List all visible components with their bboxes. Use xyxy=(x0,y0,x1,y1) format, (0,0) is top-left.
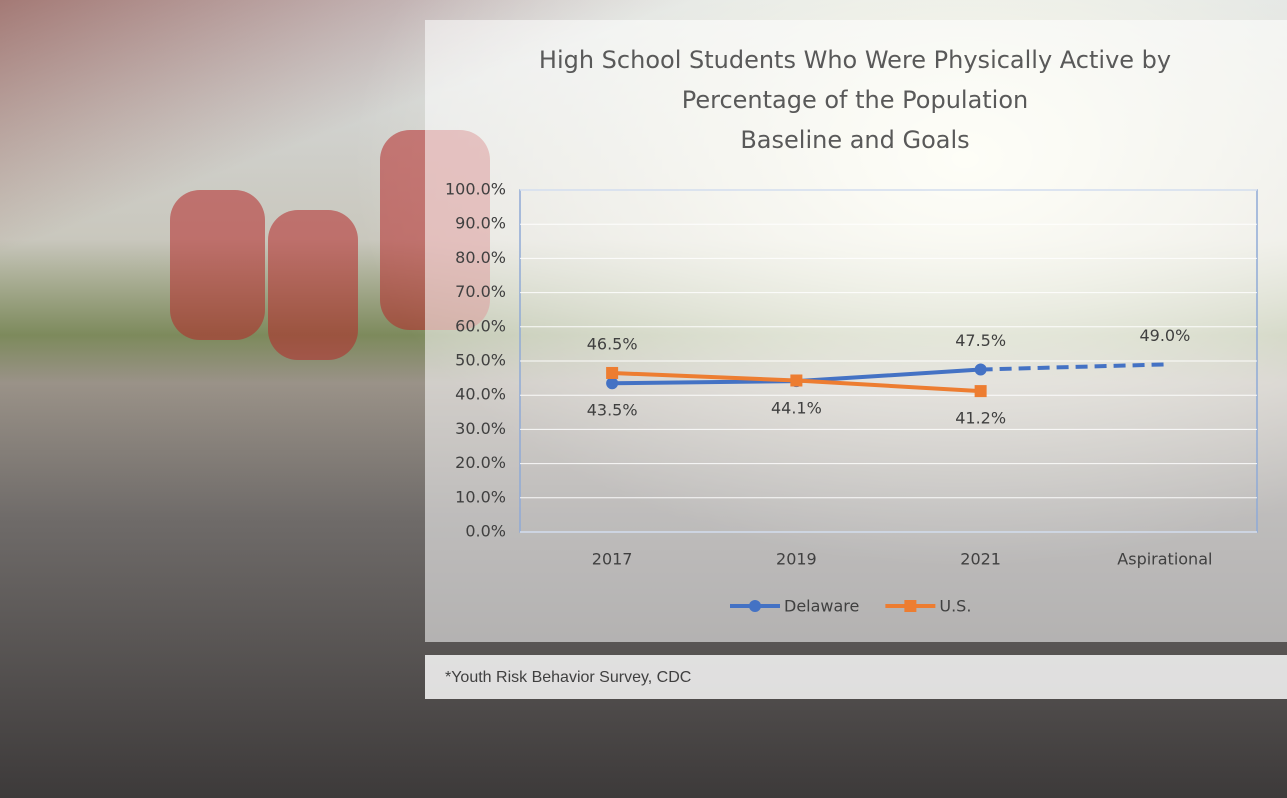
point xyxy=(790,374,802,386)
y-tick-label: 100.0% xyxy=(445,180,506,199)
y-tick-label: 10.0% xyxy=(455,487,506,506)
y-tick-label: 50.0% xyxy=(455,351,506,370)
data-label: 49.0% xyxy=(1139,326,1190,345)
x-tick-label: Aspirational xyxy=(1117,550,1212,569)
y-tick-label: 40.0% xyxy=(455,385,506,404)
y-tick-label: 60.0% xyxy=(455,316,506,335)
x-tick-label: 2021 xyxy=(960,550,1001,569)
chart-title: High School Students Who Were Physically… xyxy=(525,40,1185,120)
data-label: 47.5% xyxy=(955,331,1006,350)
y-tick-label: 20.0% xyxy=(455,453,506,472)
chart-subtitle: Baseline and Goals xyxy=(525,120,1185,160)
legend-marker xyxy=(749,600,761,612)
page: *Youth Risk Behavior Survey, CDC 0.0% 10.… xyxy=(0,0,1287,798)
point xyxy=(606,367,618,379)
data-label: 46.5% xyxy=(587,334,638,353)
y-tick-label: 80.0% xyxy=(455,248,506,267)
y-tick-label: 90.0% xyxy=(455,214,506,233)
legend-marker xyxy=(904,600,916,612)
data-label: 44.1% xyxy=(771,399,822,418)
point xyxy=(975,364,987,376)
point xyxy=(975,385,987,397)
y-tick-label: 0.0% xyxy=(465,522,506,541)
y-tick-label: 30.0% xyxy=(455,419,506,438)
point xyxy=(606,377,618,389)
y-tick-label: 70.0% xyxy=(455,282,506,301)
legend-label: U.S. xyxy=(939,597,971,616)
legend-label: Delaware xyxy=(784,597,859,616)
x-tick-label: 2019 xyxy=(776,550,817,569)
source: *Youth Risk Behavior Survey, CDC xyxy=(445,669,691,686)
x-tick-label: 2017 xyxy=(592,550,633,569)
data-label: 41.2% xyxy=(955,409,1006,428)
data-label: 43.5% xyxy=(587,401,638,420)
